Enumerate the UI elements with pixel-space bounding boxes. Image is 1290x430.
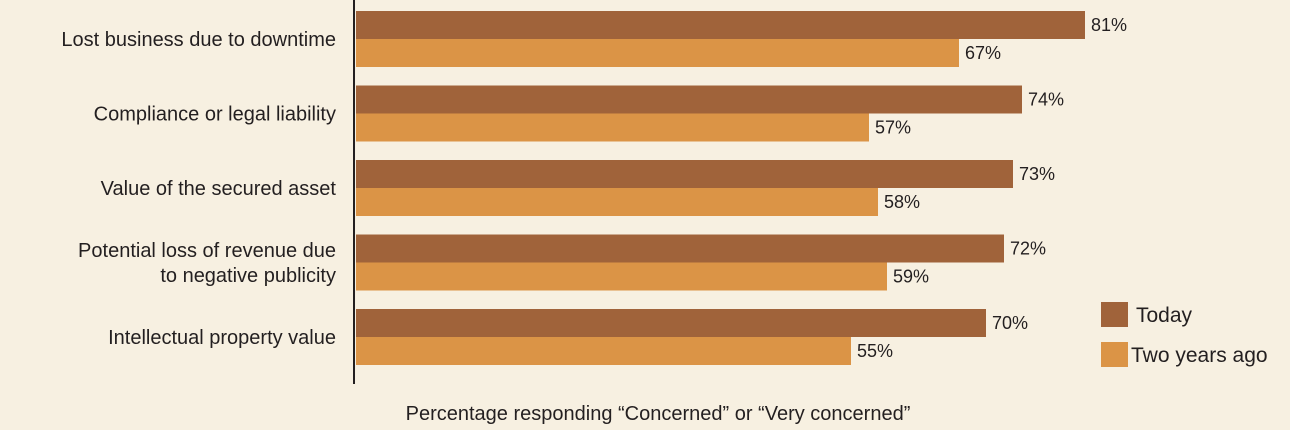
legend-swatch-today <box>1101 302 1128 327</box>
category-label: Intellectual property value <box>108 327 336 349</box>
data-label: 58% <box>884 192 920 212</box>
bar-today <box>356 309 986 337</box>
legend-label: Two years ago <box>1131 344 1268 367</box>
bar-two-years-ago <box>356 113 869 142</box>
data-label: 81% <box>1091 15 1127 35</box>
category-label: Lost business due to downtime <box>61 29 336 51</box>
data-label: 67% <box>965 43 1001 63</box>
data-label: 70% <box>992 313 1028 333</box>
legend-label: Today <box>1136 304 1193 327</box>
bar-today <box>356 11 1085 39</box>
data-label: 57% <box>875 118 911 138</box>
data-label: 72% <box>1010 239 1046 259</box>
bar-two-years-ago <box>356 39 959 67</box>
bar-two-years-ago <box>356 188 878 216</box>
category-label: Compliance or legal liability <box>94 104 336 126</box>
x-axis-label: Percentage responding “Concerned” or “Ve… <box>406 403 911 425</box>
category-label: Potential loss of revenue due <box>78 240 336 262</box>
data-label: 74% <box>1028 90 1064 110</box>
data-label: 73% <box>1019 164 1055 184</box>
bar-today <box>356 160 1013 188</box>
legend-swatch-two-years-ago <box>1101 342 1128 367</box>
data-label: 55% <box>857 341 893 361</box>
category-label: Value of the secured asset <box>101 178 337 200</box>
bar-today <box>356 85 1022 114</box>
bar-two-years-ago <box>356 337 851 365</box>
category-label: to negative publicity <box>160 265 336 287</box>
bar-two-years-ago <box>356 262 887 291</box>
bar-today <box>356 234 1004 263</box>
data-label: 59% <box>893 267 929 287</box>
